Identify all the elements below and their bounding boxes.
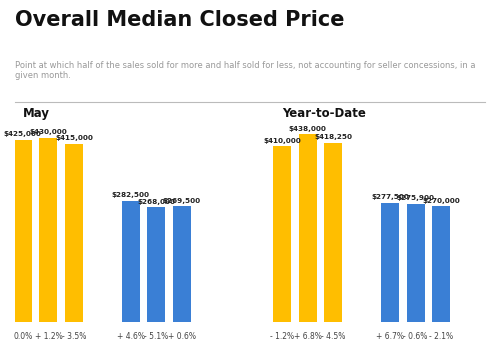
- Text: $275,900: $275,900: [396, 195, 434, 201]
- Bar: [148, 207, 165, 322]
- Text: Overall Median Closed Price: Overall Median Closed Price: [15, 10, 344, 30]
- Text: $425,000: $425,000: [4, 131, 42, 137]
- Text: Point at which half of the sales sold for more and half sold for less, not accou: Point at which half of the sales sold fo…: [15, 61, 475, 80]
- Text: $270,000: $270,000: [422, 198, 460, 204]
- Bar: [173, 206, 191, 322]
- Text: - 1.2%: - 1.2%: [270, 332, 294, 339]
- Text: - 0.6%: - 0.6%: [404, 332, 428, 339]
- Text: - 3.5%: - 3.5%: [62, 332, 86, 339]
- Text: $269,500: $269,500: [163, 198, 201, 204]
- Bar: [40, 138, 58, 322]
- Text: + 6.8%: + 6.8%: [294, 332, 322, 339]
- Bar: [299, 134, 317, 322]
- Text: + 4.6%: + 4.6%: [116, 332, 144, 339]
- Text: $410,000: $410,000: [263, 138, 301, 144]
- Text: + 1.2%: + 1.2%: [34, 332, 62, 339]
- Text: - 2.1%: - 2.1%: [430, 332, 454, 339]
- Bar: [273, 146, 291, 322]
- Text: $268,000: $268,000: [138, 199, 175, 204]
- Text: $415,000: $415,000: [55, 136, 93, 141]
- Text: Year-to-Date: Year-to-Date: [282, 107, 366, 120]
- Bar: [122, 201, 140, 322]
- Bar: [406, 204, 424, 322]
- Text: + 6.7%: + 6.7%: [376, 332, 404, 339]
- Text: - 4.5%: - 4.5%: [322, 332, 345, 339]
- Text: $418,250: $418,250: [314, 134, 352, 140]
- Text: May: May: [22, 107, 50, 120]
- Bar: [381, 203, 399, 322]
- Text: + 0.6%: + 0.6%: [168, 332, 196, 339]
- Text: $430,000: $430,000: [30, 129, 68, 135]
- Bar: [14, 140, 32, 322]
- Bar: [432, 206, 450, 322]
- Text: $438,000: $438,000: [289, 126, 327, 132]
- Text: 0.0%: 0.0%: [13, 332, 32, 339]
- Text: - 5.1%: - 5.1%: [144, 332, 169, 339]
- Text: $282,500: $282,500: [112, 192, 150, 198]
- Bar: [65, 144, 83, 322]
- Bar: [324, 143, 342, 322]
- Text: $277,500: $277,500: [371, 195, 409, 200]
